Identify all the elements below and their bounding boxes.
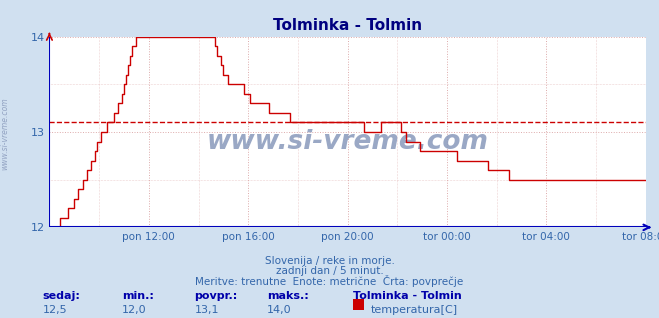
Text: 13,1: 13,1 (194, 305, 219, 315)
Text: temperatura[C]: temperatura[C] (370, 305, 457, 315)
Text: min.:: min.: (122, 291, 154, 301)
Text: Slovenija / reke in morje.: Slovenija / reke in morje. (264, 256, 395, 266)
Text: www.si-vreme.com: www.si-vreme.com (1, 97, 10, 170)
Text: Tolminka - Tolmin: Tolminka - Tolmin (353, 291, 461, 301)
Text: Meritve: trenutne  Enote: metrične  Črta: povprečje: Meritve: trenutne Enote: metrične Črta: … (195, 275, 464, 287)
Text: 12,5: 12,5 (43, 305, 67, 315)
Text: povpr.:: povpr.: (194, 291, 238, 301)
Text: 14,0: 14,0 (267, 305, 291, 315)
Text: zadnji dan / 5 minut.: zadnji dan / 5 minut. (275, 266, 384, 275)
Text: maks.:: maks.: (267, 291, 308, 301)
Title: Tolminka - Tolmin: Tolminka - Tolmin (273, 17, 422, 33)
Text: sedaj:: sedaj: (43, 291, 80, 301)
Text: 12,0: 12,0 (122, 305, 146, 315)
Text: www.si-vreme.com: www.si-vreme.com (207, 128, 488, 155)
